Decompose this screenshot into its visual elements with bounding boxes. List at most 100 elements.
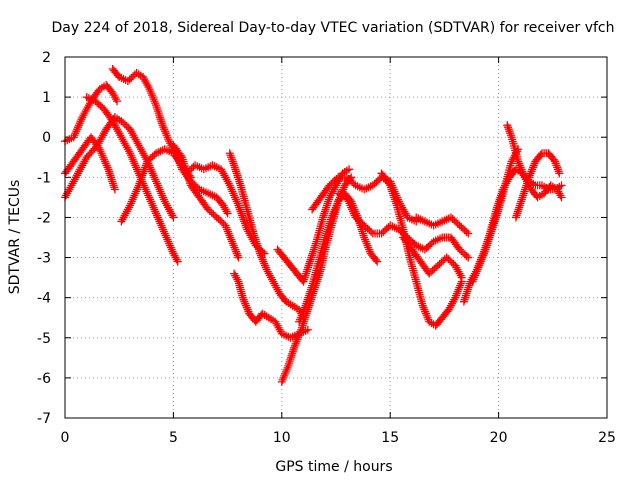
data-point [269,277,278,286]
data-point [306,255,315,264]
data-point [147,167,156,176]
series-track-v [511,149,564,222]
data-point [273,321,282,330]
data-point [129,193,138,202]
data-point [69,177,78,186]
data-point [235,177,244,186]
data-point [163,203,172,212]
data-point [243,305,252,314]
data-point [536,150,545,159]
data-point [470,269,479,278]
data-point [230,163,239,172]
data-point [108,89,117,98]
data-point [232,169,241,178]
data-point [521,183,530,192]
data-point [145,85,154,94]
data-point [171,253,180,262]
data-point [365,245,374,254]
data-point [294,331,303,340]
data-point [152,103,161,112]
data-point [501,181,510,190]
data-point [299,319,308,328]
data-point [445,303,454,312]
data-point [453,265,462,274]
data-point [77,115,86,124]
data-point [113,125,122,134]
x-tick-label: 15 [381,430,399,446]
data-point [162,233,171,242]
data-point [230,191,239,200]
data-point [455,283,464,292]
data-point [154,183,163,192]
data-point [473,263,482,272]
data-point [360,233,369,242]
data-point [130,159,139,168]
data-point [131,161,140,170]
data-point [250,233,259,242]
data-point [220,171,229,180]
data-point [451,261,460,270]
data-point [392,199,401,208]
data-point [240,217,249,226]
data-point [126,151,135,160]
data-point [108,177,117,186]
data-point [149,95,158,104]
data-point [140,151,149,160]
data-point [306,287,315,296]
data-point [272,319,281,328]
data-point [516,199,525,208]
data-point [239,295,248,304]
data-point [129,131,138,140]
data-point [117,133,126,142]
data-point [136,175,145,184]
data-point [453,287,462,296]
data-point [159,195,168,204]
data-point [301,301,310,310]
data-point [151,175,160,184]
data-point [462,227,471,236]
data-point [554,167,563,176]
data-point [373,257,382,266]
data-point [221,173,230,182]
data-point [158,121,167,130]
data-point [135,143,144,152]
data-point [496,193,505,202]
data-point [74,169,83,178]
data-point [161,231,170,240]
data-point [148,93,157,102]
data-point [263,267,272,276]
data-point [305,257,314,266]
data-point [446,301,455,310]
data-point [309,245,318,254]
data-point [81,107,90,116]
data-point [459,297,468,306]
series-track-r [412,213,473,238]
data-point [74,121,83,130]
data-point [140,183,149,192]
data-point [529,163,538,172]
data-point [119,137,128,146]
data-point [503,121,512,130]
data-point [165,205,174,214]
data-point [294,333,303,342]
data-point [503,177,512,186]
data-point [519,189,528,198]
data-point [347,203,356,212]
x-axis-label: GPS time / hours [275,459,392,475]
data-point [463,285,472,294]
data-point [119,213,128,222]
data-point [68,179,77,188]
data-point [115,129,124,138]
data-point [364,243,373,252]
data-point [251,235,260,244]
data-point [227,235,236,244]
data-point [552,161,561,170]
data-point [75,167,84,176]
data-point [254,243,263,252]
data-point [230,161,239,170]
data-point [242,301,251,310]
data-point [155,217,164,226]
data-point [146,197,155,206]
data-point [238,293,247,302]
data-point [233,275,242,284]
